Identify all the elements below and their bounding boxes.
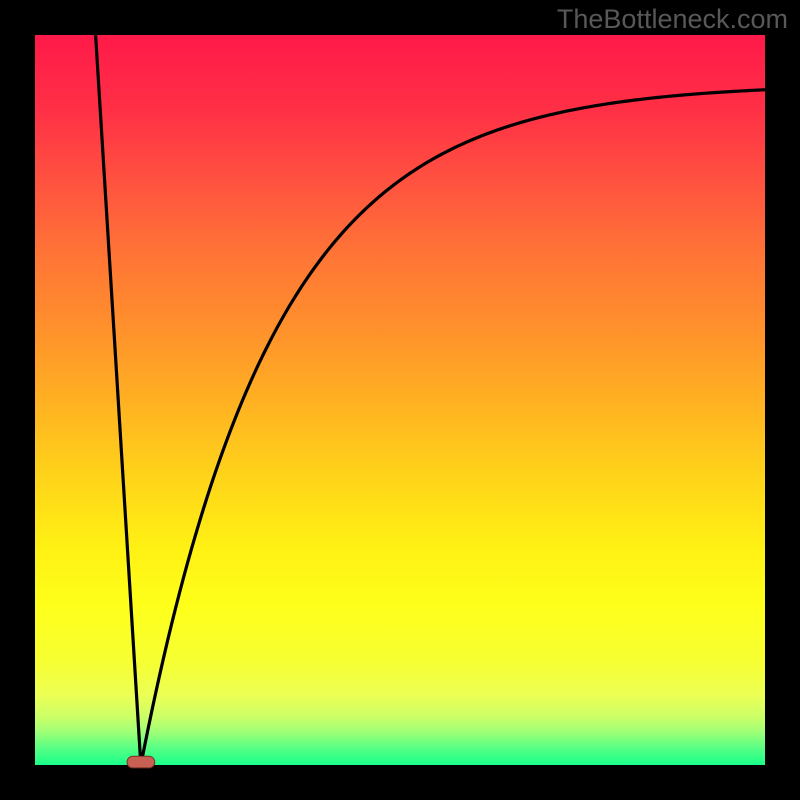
- minimum-marker: [127, 756, 155, 768]
- bottleneck-chart: [0, 0, 800, 800]
- plot-area: [35, 35, 765, 765]
